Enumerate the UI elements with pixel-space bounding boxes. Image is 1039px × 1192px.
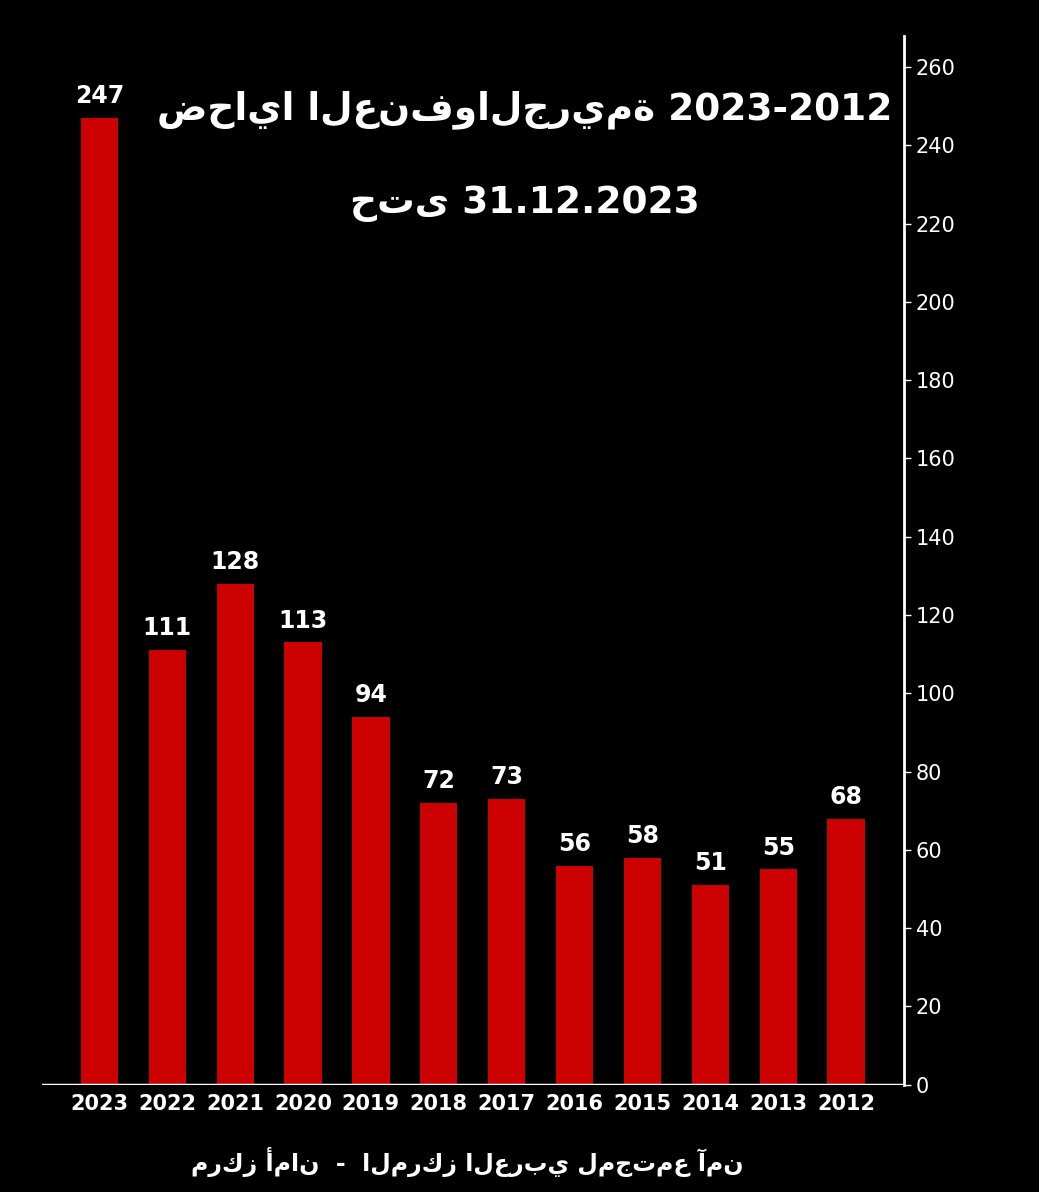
Text: 72: 72	[423, 769, 455, 793]
Bar	[488, 799, 526, 1085]
Bar	[216, 584, 254, 1085]
Text: 68: 68	[829, 784, 862, 809]
Bar	[623, 858, 661, 1085]
Bar	[149, 651, 186, 1085]
Text: 58: 58	[625, 824, 659, 848]
Bar	[285, 642, 322, 1085]
Text: حتى 31.12.2023: حتى 31.12.2023	[349, 185, 699, 222]
Text: 111: 111	[142, 616, 192, 640]
Bar	[352, 716, 390, 1085]
Text: 56: 56	[558, 832, 591, 856]
Text: 55: 55	[762, 836, 795, 859]
Bar	[827, 819, 864, 1085]
Text: 73: 73	[490, 765, 524, 789]
Text: 94: 94	[354, 683, 388, 707]
Bar	[81, 118, 118, 1085]
Bar	[420, 803, 457, 1085]
Text: 113: 113	[278, 609, 327, 633]
Bar	[692, 886, 729, 1085]
Text: 128: 128	[211, 550, 260, 573]
Text: 51: 51	[694, 851, 726, 875]
Bar	[760, 869, 797, 1085]
Text: مركز أمان  -  المركز العربي لمجتمع آمن: مركز أمان - المركز العربي لمجتمع آمن	[191, 1147, 744, 1178]
Text: 247: 247	[75, 85, 124, 108]
Bar	[556, 865, 593, 1085]
Text: ضحايا العنفوالجريمة 2023-2012: ضحايا العنفوالجريمة 2023-2012	[157, 89, 893, 129]
